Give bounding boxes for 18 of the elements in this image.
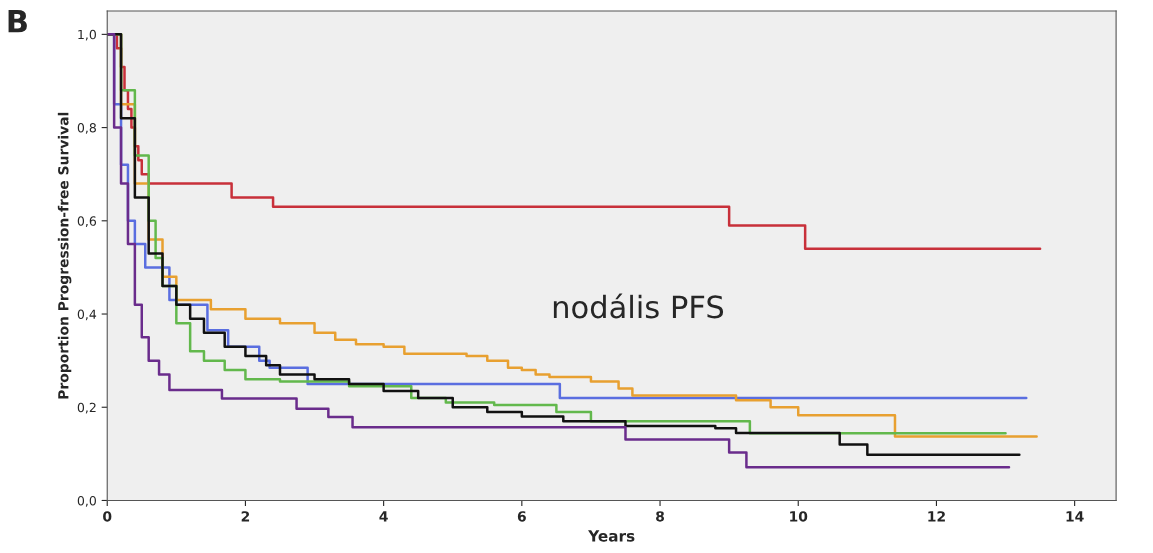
x-tick-label: 4 <box>379 511 388 522</box>
x-tick-label: 2 <box>241 511 250 522</box>
y-tick-label: 0,2 <box>77 402 96 414</box>
y-axis-title: Proportion Progression-free Survival <box>57 112 72 399</box>
y-tick-label: 0,6 <box>77 216 97 228</box>
x-tick-label: 0 <box>103 511 112 522</box>
x-tick-label: 8 <box>656 511 665 522</box>
y-tick-label: 0,8 <box>77 123 96 134</box>
text: B <box>8 10 27 33</box>
y-tick-label: 0,4 <box>77 309 97 321</box>
x-axis-title: Years <box>588 530 635 542</box>
y-tick-label: 0,0 <box>77 495 96 507</box>
y-tick-label: 1,0 <box>78 29 96 41</box>
x-tick-label: 14 <box>1066 511 1084 522</box>
x-tick-label: 6 <box>517 511 526 522</box>
annotation: nodális PFS <box>553 293 724 319</box>
x-tick-label: 12 <box>928 511 945 522</box>
x-tick-label: 10 <box>790 511 808 522</box>
